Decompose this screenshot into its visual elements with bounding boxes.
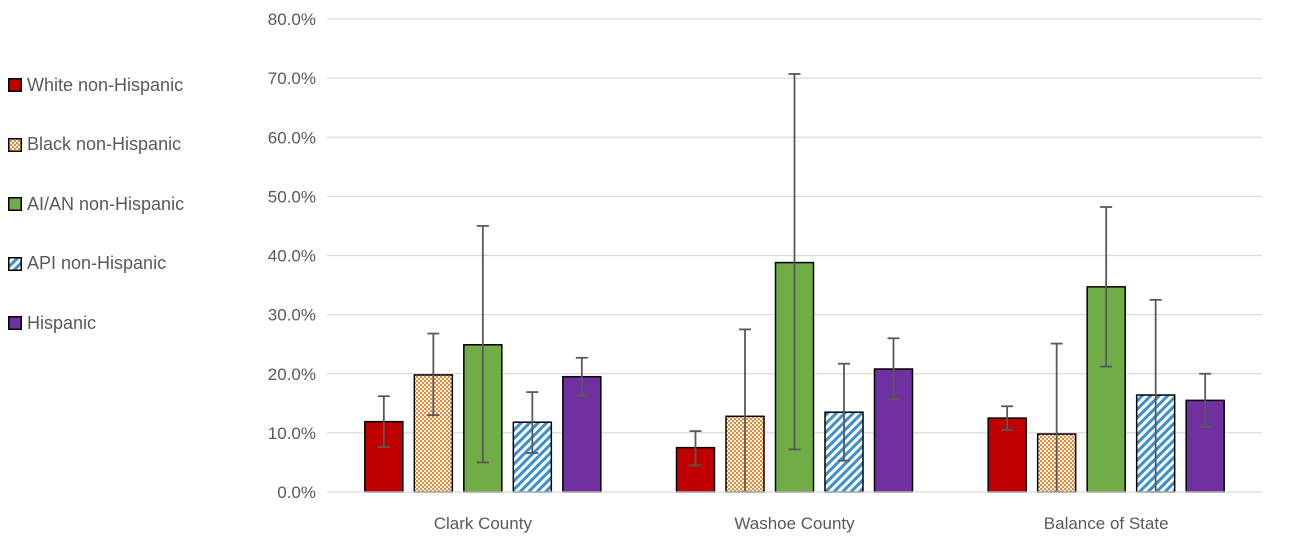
error-bar [575, 356, 588, 397]
y-tick-label: 60.0% [268, 128, 316, 147]
error-bar [526, 391, 539, 454]
error-bar [377, 395, 390, 448]
category-label: Clark County [434, 514, 533, 533]
y-tick-label: 10.0% [268, 424, 316, 443]
legend-swatch [8, 78, 22, 92]
y-tick-label: 0.0% [277, 483, 316, 502]
legend-item: Hispanic [8, 312, 96, 334]
legend-swatch [8, 137, 22, 152]
y-tick-label: 50.0% [268, 187, 316, 206]
y-axis-tick-labels: 0.0% 10.0% 20.0% 30.0% 40.0% 50.0% 60.0% 70.0% 8… [268, 10, 316, 502]
error-bar [887, 337, 900, 401]
y-tick-label: 30.0% [268, 306, 316, 325]
legend-swatch [8, 197, 22, 211]
error-bar [1199, 372, 1212, 428]
legend-item: Black non-Hispanic [8, 134, 181, 156]
category-labels: Clark County Washoe County Balance of Stat… [434, 514, 1169, 533]
legend-label: White non-Hispanic [27, 74, 184, 95]
legend-swatch [8, 256, 22, 271]
y-tick-label: 70.0% [268, 69, 316, 88]
category-label: Balance of State [1044, 514, 1169, 533]
error-bar [1100, 206, 1113, 368]
error-bar [476, 225, 489, 464]
category-label: Washoe County [734, 514, 855, 533]
error-bar [788, 73, 801, 451]
legend-item: White non-Hispanic [8, 74, 183, 96]
legend-label: Hispanic [27, 312, 97, 333]
error-bar [838, 362, 850, 462]
legend-label: AI/AN non-Hispanic [27, 193, 185, 214]
error-bar [689, 430, 702, 467]
legend-item: API non-Hispanic [8, 253, 166, 275]
legend-label: Black non-Hispanic [27, 134, 182, 154]
legend-swatch [8, 316, 22, 330]
error-bar [427, 332, 440, 417]
legend-item: AI/AN non-Hispanic [8, 193, 184, 215]
legend-label: API non-Hispanic [27, 253, 167, 273]
error-bars [377, 73, 1212, 493]
y-tick-label: 80.0% [268, 10, 316, 29]
y-tick-label: 40.0% [268, 247, 316, 266]
error-bar [1001, 405, 1014, 431]
y-tick-label: 20.0% [268, 365, 316, 384]
